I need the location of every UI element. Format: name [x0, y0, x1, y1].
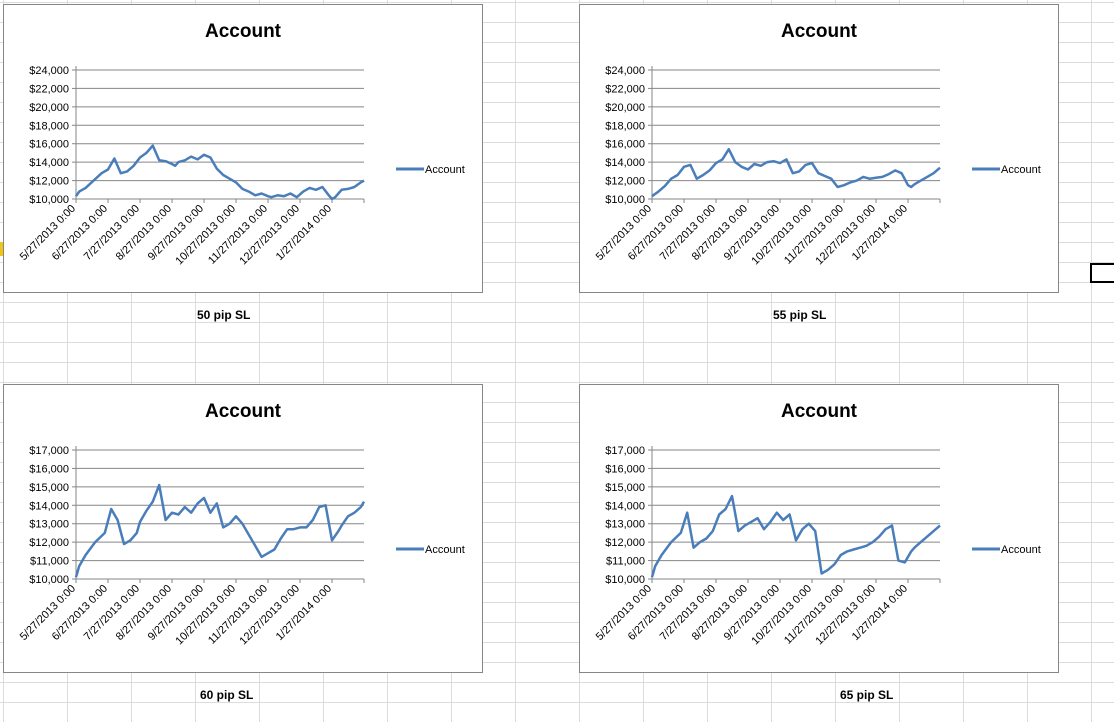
- y-tick-label: $18,000: [29, 120, 69, 132]
- x-tick-label: 6/27/2013 0:00: [50, 583, 110, 643]
- cell-label-4[interactable]: 65 pip SL: [840, 688, 894, 702]
- y-tick-label: $24,000: [29, 65, 69, 77]
- y-tick-label: $11,000: [30, 556, 69, 568]
- x-tick-label: 8/27/2013 0:00: [690, 583, 750, 643]
- y-tick-label: $17,000: [605, 445, 645, 457]
- chart-title: Account: [781, 401, 858, 422]
- series-line: [650, 494, 941, 578]
- cell-label-1[interactable]: 50 pip SL: [197, 308, 251, 322]
- row-header-marker: [0, 242, 3, 256]
- chart-title: Account: [781, 21, 858, 42]
- y-tick-label: $16,000: [29, 139, 69, 151]
- y-tick-label: $12,000: [605, 537, 645, 549]
- legend-label: Account: [425, 544, 465, 556]
- y-tick-label: $12,000: [29, 537, 69, 549]
- chart-3: Account $10,000 $11,000 $12,000 $13,000 $14,0…: [18, 401, 465, 647]
- y-tick-label: $22,000: [605, 83, 645, 95]
- y-tick-label: $12,000: [605, 176, 645, 188]
- y-tick-label: $14,000: [605, 157, 645, 169]
- y-tick-label: $22,000: [29, 83, 69, 95]
- x-tick-label: 5/27/2013 0:00: [18, 203, 78, 263]
- cell-label-2[interactable]: 55 pip SL: [773, 308, 827, 322]
- y-tick-label: $12,000: [29, 176, 69, 188]
- chart-container-3[interactable]: Account $10,000 $11,000 $12,000 $13,000 $14,0…: [3, 384, 483, 673]
- y-tick-label: $16,000: [605, 463, 645, 475]
- y-tick-label: $13,000: [29, 519, 69, 531]
- x-tick-label: 6/27/2013 0:00: [50, 203, 110, 263]
- y-tick-label: $14,000: [605, 500, 645, 512]
- series-line: [74, 144, 365, 201]
- y-tick-label: $18,000: [605, 120, 645, 132]
- chart-container-4[interactable]: Account $10,000 $11,000 $12,000 $13,000 $14,0…: [579, 384, 1059, 673]
- series-line: [74, 483, 366, 578]
- x-tick-label: 5/27/2013 0:00: [594, 583, 654, 643]
- y-tick-label: $10,000: [605, 574, 645, 586]
- y-tick-label: $20,000: [605, 102, 645, 114]
- y-tick-label: $15,000: [29, 482, 69, 494]
- y-tick-label: $13,000: [605, 519, 645, 531]
- x-tick-label: 9/27/2013 0:00: [146, 583, 206, 643]
- chart-title: Account: [205, 21, 282, 42]
- y-tick-label: $10,000: [605, 194, 645, 206]
- active-cell[interactable]: [1090, 263, 1114, 283]
- x-tick-label: 8/27/2013 0:00: [690, 203, 750, 263]
- x-tick-label: 8/27/2013 0:00: [114, 583, 174, 643]
- y-tick-label: $10,000: [29, 574, 69, 586]
- y-tick-label: $16,000: [29, 463, 69, 475]
- y-tick-label: $14,000: [29, 157, 69, 169]
- x-tick-label: 1/27/2014 0:00: [274, 203, 334, 263]
- chart-title: Account: [205, 401, 282, 422]
- x-tick-label: 6/27/2013 0:00: [626, 583, 686, 643]
- x-tick-label: 8/27/2013 0:00: [114, 203, 174, 263]
- x-tick-label: 1/27/2014 0:00: [850, 583, 910, 643]
- series-line: [651, 147, 941, 198]
- legend-label: Account: [1001, 544, 1041, 556]
- x-tick-label: 9/27/2013 0:00: [722, 203, 782, 263]
- x-tick-label: 9/27/2013 0:00: [722, 583, 782, 643]
- chart-1: Account $10,000 $12,000 $14,000 $16,000 $18,0…: [18, 21, 465, 267]
- x-tick-label: 7/27/2013 0:00: [658, 203, 718, 263]
- chart-container-2[interactable]: Account $10,000 $12,000 $14,000 $16,000 $18,0…: [579, 4, 1059, 293]
- y-tick-label: $11,000: [606, 556, 645, 568]
- y-tick-label: $20,000: [29, 102, 69, 114]
- x-tick-label: 5/27/2013 0:00: [594, 203, 654, 263]
- y-tick-label: $15,000: [605, 482, 645, 494]
- x-tick-label: 7/27/2013 0:00: [82, 203, 142, 263]
- x-tick-label: 7/27/2013 0:00: [82, 583, 142, 643]
- x-tick-label: 6/27/2013 0:00: [626, 203, 686, 263]
- chart-2: Account $10,000 $12,000 $14,000 $16,000 $18,0…: [594, 21, 1041, 267]
- cell-label-3[interactable]: 60 pip SL: [200, 688, 254, 702]
- x-tick-label: 9/27/2013 0:00: [146, 203, 206, 263]
- y-tick-label: $14,000: [29, 500, 69, 512]
- legend-label: Account: [1001, 164, 1041, 176]
- chart-4: Account $10,000 $11,000 $12,000 $13,000 $14,0…: [594, 401, 1041, 647]
- y-tick-label: $17,000: [29, 445, 69, 457]
- legend-label: Account: [425, 164, 465, 176]
- x-tick-label: 7/27/2013 0:00: [658, 583, 718, 643]
- y-tick-label: $24,000: [605, 65, 645, 77]
- y-tick-label: $10,000: [29, 194, 69, 206]
- x-tick-label: 5/27/2013 0:00: [18, 583, 78, 643]
- x-tick-label: 1/27/2014 0:00: [274, 583, 334, 643]
- x-tick-label: 1/27/2014 0:00: [850, 203, 910, 263]
- chart-container-1[interactable]: Account $10,000 $12,000 $14,000 $16,000 $18,0…: [3, 4, 483, 293]
- y-tick-label: $16,000: [605, 139, 645, 151]
